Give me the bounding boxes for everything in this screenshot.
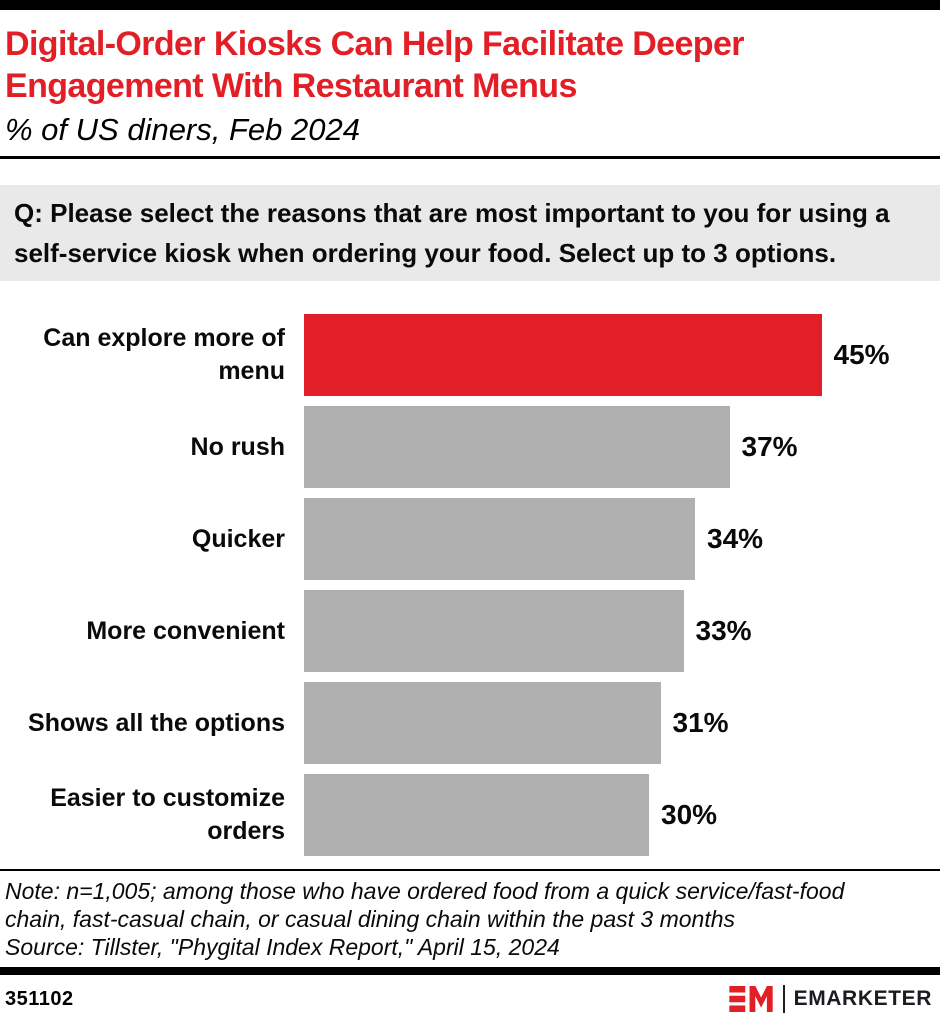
bar-row: Shows all the options 31% — [0, 682, 940, 764]
bar — [304, 406, 730, 488]
top-black-bar — [0, 0, 940, 10]
value-label: 45% — [833, 339, 890, 370]
category-label: Quicker — [191, 524, 285, 553]
category-label: Shows all the options — [28, 708, 285, 737]
value-label: 34% — [707, 523, 764, 554]
footnote: Note: n=1,005; among those who have orde… — [0, 877, 940, 961]
bar — [304, 314, 822, 396]
value-label: 31% — [672, 707, 729, 738]
footer-black-bar — [0, 967, 940, 975]
value-label: 33% — [695, 615, 752, 646]
note-text-line-1: Note: n=1,005; among those who have orde… — [5, 878, 845, 904]
brand-wordmark: EMARKETER — [793, 987, 932, 1010]
category-label: Easier to customize orders — [50, 784, 285, 845]
note-text-line-2: chain, fast-casual chain, or casual dini… — [5, 906, 736, 932]
header: Digital-Order Kiosks Can Help Facilitate… — [0, 10, 940, 149]
logo-divider — [782, 985, 785, 1013]
value-label: 30% — [661, 799, 718, 830]
bar — [304, 682, 661, 764]
bar — [304, 498, 695, 580]
chart-id: 351102 — [5, 987, 74, 1010]
bar-row: Easier to customize orders 30% — [0, 774, 940, 856]
source-text: Source: Tillster, "Phygital Index Report… — [5, 934, 560, 960]
question-box: Q: Please select the reasons that are mo… — [0, 185, 940, 281]
emarketer-logo: EMARKETER — [728, 985, 932, 1013]
category-label: More convenient — [86, 616, 285, 645]
title-line-1: Digital-Order Kiosks Can Help Facilitate… — [5, 25, 745, 63]
footer: 351102 EMARKETER — [0, 975, 940, 1023]
question-text-line-2: self-service kiosk when ordering your fo… — [14, 238, 837, 268]
bar-row: Can explore more of menu 45% — [0, 314, 940, 396]
question-text-line-1: Q: Please select the reasons that are mo… — [14, 198, 890, 228]
header-divider — [0, 156, 940, 159]
footnote-divider — [0, 869, 940, 871]
bar — [304, 774, 649, 856]
title-line-2: Engagement With Restaurant Menus — [5, 67, 577, 105]
page-title: Digital-Order Kiosks Can Help Facilitate… — [5, 23, 934, 107]
chart-subtitle: % of US diners, Feb 2024 — [5, 112, 360, 147]
bar-row: No rush 37% — [0, 406, 940, 488]
em-monogram-icon — [728, 986, 773, 1012]
bar — [304, 590, 684, 672]
category-label: No rush — [190, 432, 285, 461]
bar-row: More convenient 33% — [0, 590, 940, 672]
category-label: Can explore more of menu — [43, 324, 285, 385]
value-label: 37% — [741, 431, 798, 462]
bar-chart: Can explore more of menu 45% No rush 37% Qui… — [0, 314, 940, 856]
bar-row: Quicker 34% — [0, 498, 940, 580]
